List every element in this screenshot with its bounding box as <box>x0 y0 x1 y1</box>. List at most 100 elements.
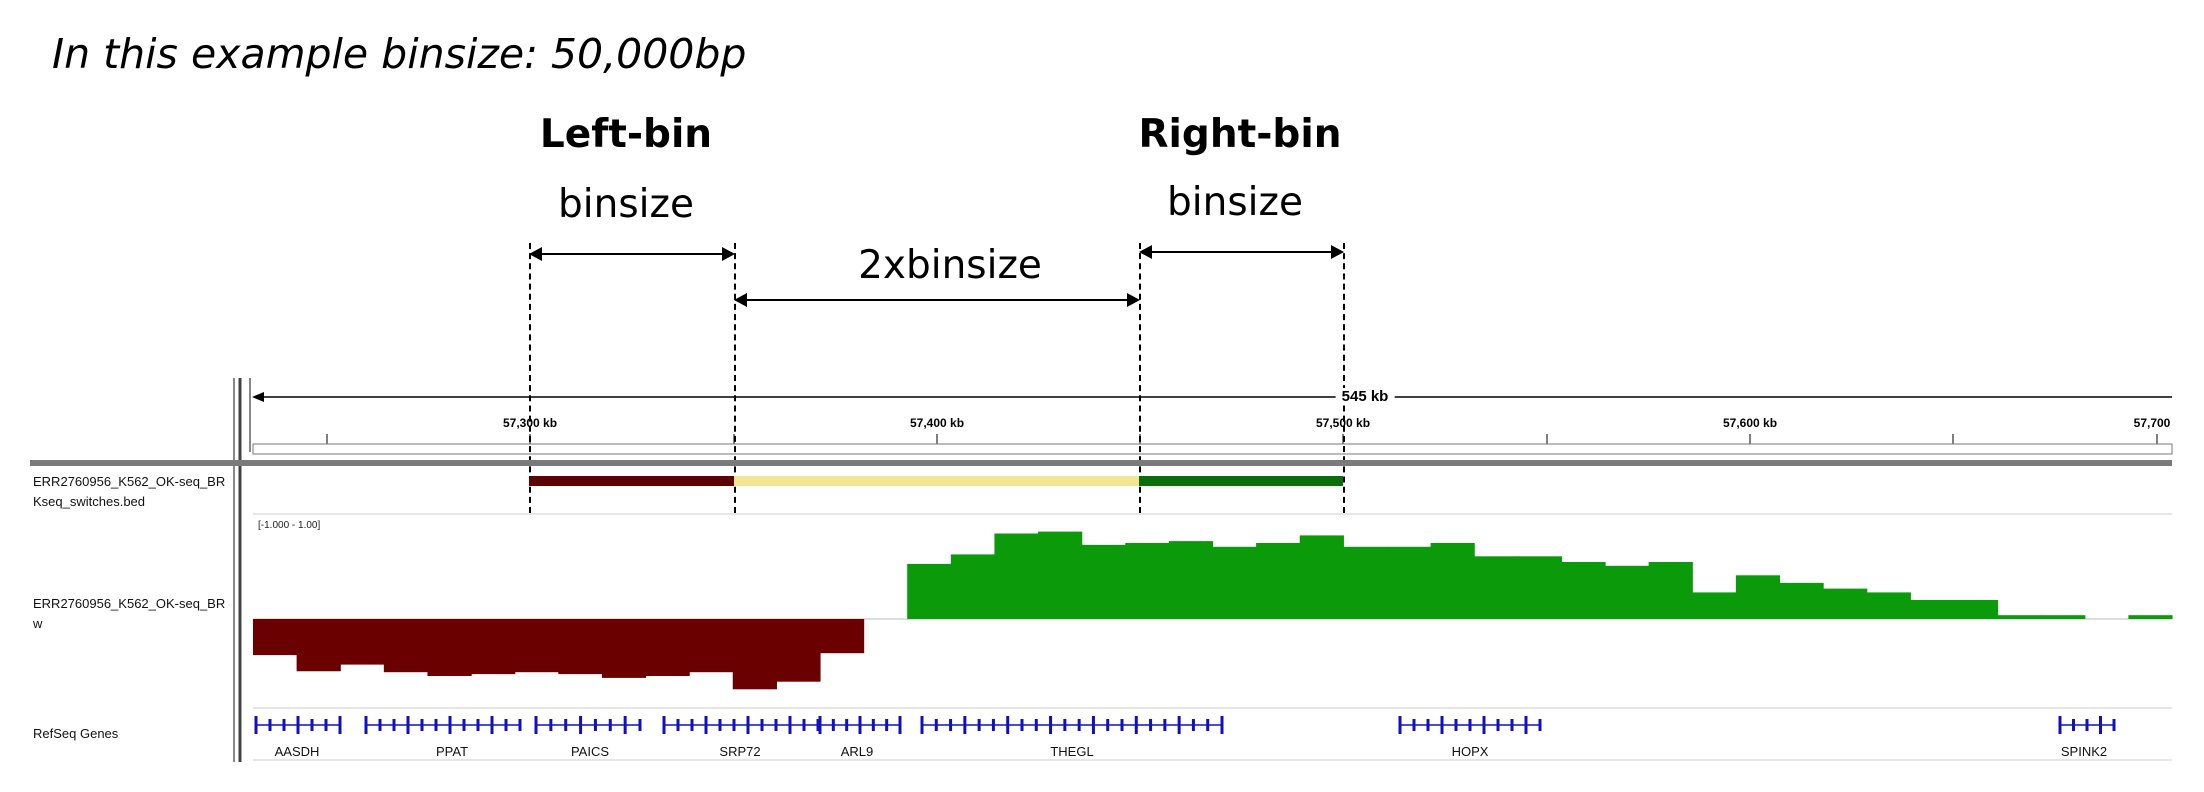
gene-exon <box>977 719 981 731</box>
gene-exon <box>579 716 583 734</box>
signal-bar <box>907 563 952 619</box>
gene-exon <box>534 716 538 734</box>
gene-label[interactable]: SPINK2 <box>2060 744 2108 759</box>
gene-exon <box>338 716 342 734</box>
gene-exon <box>282 719 286 731</box>
signal-bar <box>1343 546 1388 619</box>
gene-exon <box>1468 719 1472 731</box>
signal-bar <box>1779 582 1824 619</box>
signal-bar <box>1953 600 1999 619</box>
middle-size-label: 2xbinsize <box>858 243 1042 288</box>
ruler-tick-label: 57,600 kb <box>1722 416 1778 430</box>
gene-exon <box>690 719 694 731</box>
signal-bar <box>776 619 821 682</box>
gene-exon <box>858 716 862 734</box>
gene-exon <box>2058 716 2062 734</box>
gene-exon <box>448 716 452 734</box>
gene-exon <box>774 719 778 731</box>
gene-exon <box>504 719 508 731</box>
gene-label[interactable]: THEGL <box>1050 744 1094 759</box>
signal-bar <box>1125 543 1170 619</box>
signal-bar <box>1866 592 1911 619</box>
gene-exon <box>704 716 708 734</box>
signal-bar <box>1910 600 1955 619</box>
signal-bar <box>1997 615 2042 619</box>
gene-exon <box>2085 719 2089 731</box>
signal-bar <box>1561 562 1606 619</box>
gene-exon <box>518 719 522 731</box>
signal-bar <box>994 533 1039 619</box>
gene-exon <box>1177 716 1181 734</box>
gene-exon <box>638 719 642 731</box>
left-bin-size-label: binsize <box>558 182 694 227</box>
gene-label[interactable]: ARL9 <box>840 744 874 759</box>
gene-exon <box>564 719 568 731</box>
gene-exon <box>831 719 835 731</box>
gene-exon <box>1412 719 1416 731</box>
track-name-line: ERR2760956_K562_OK-seq_BR <box>33 596 226 611</box>
signal-bar <box>1212 546 1257 619</box>
signal-bar <box>1692 592 1737 619</box>
gene-exon <box>802 719 806 731</box>
signal-bar <box>1168 541 1214 619</box>
gene-label[interactable]: AASDH <box>274 744 320 759</box>
gene-exon <box>818 716 822 734</box>
signal-bar <box>427 619 472 676</box>
switch-segment <box>1139 476 1343 486</box>
gene-exon <box>1020 719 1024 731</box>
gene-exon <box>1191 719 1195 731</box>
gene-exon <box>732 719 736 731</box>
gene-exon <box>310 719 314 731</box>
track-name-signal[interactable]: ERR2760956_K562_OK-seq_BR w <box>33 594 225 634</box>
gene-exon <box>1149 719 1153 731</box>
signal-data-range: [-1.000 - 1.00] <box>258 520 321 531</box>
right-bin-arrow <box>1139 245 1344 259</box>
gene-exon <box>268 719 272 731</box>
gene-label[interactable]: SRP72 <box>719 744 761 759</box>
signal-bar <box>471 619 516 675</box>
track-name-refseq[interactable]: RefSeq Genes <box>33 726 119 741</box>
gene-exon <box>420 719 424 731</box>
gene-label[interactable]: HOPX <box>1451 744 1489 759</box>
gene-exon <box>788 716 792 734</box>
signal-bar <box>1299 535 1344 619</box>
right-bin-start-line <box>1139 243 1141 513</box>
gene-label[interactable]: PAICS <box>570 744 610 759</box>
gene-exon <box>2099 716 2102 734</box>
gene-exon <box>963 716 967 734</box>
signal-bar <box>1605 565 1650 619</box>
gene-exon <box>760 719 764 731</box>
gene-exon <box>746 716 750 734</box>
gene-exon <box>1440 716 1444 734</box>
track-name-switches[interactable]: ERR2760956_K562_OK-seq_BR Kseq_switches.… <box>33 472 225 512</box>
signal-bar <box>1648 562 1693 619</box>
right-bin-end-line <box>1343 243 1345 513</box>
gene-exon <box>1524 716 1528 734</box>
right-bin-title: Right-bin <box>1138 112 1342 157</box>
gene-exon <box>1398 716 1402 734</box>
signal-bar <box>689 619 734 673</box>
signal-bar <box>2041 615 2086 619</box>
signal-bar <box>558 619 603 675</box>
track-name-line: w <box>33 616 43 631</box>
gene-exon <box>1538 719 1542 731</box>
gene-exon <box>1482 716 1486 734</box>
ruler-span-label: 545 kb <box>1335 388 1395 405</box>
gene-exon <box>871 719 875 731</box>
gene-exon <box>254 716 258 734</box>
gene-exon <box>1220 716 1224 734</box>
switch-segment <box>734 476 1139 486</box>
signal-bar <box>1474 556 1519 619</box>
gene-exon <box>1206 719 1210 731</box>
genome-browser-panel: 545 kb 57,300 kb 57,400 kb 57,500 kb 57,… <box>0 372 2204 772</box>
gene-exon <box>324 719 328 731</box>
signal-bar <box>253 619 298 656</box>
gene-exon <box>1496 719 1500 731</box>
gene-exon <box>296 716 300 734</box>
gene-exon <box>662 716 666 734</box>
gene-label[interactable]: PPAT <box>435 744 469 759</box>
middle-arrow <box>734 293 1140 307</box>
signal-bar <box>1038 531 1083 619</box>
gene-exon <box>406 716 410 734</box>
gene-exon <box>1106 719 1110 731</box>
